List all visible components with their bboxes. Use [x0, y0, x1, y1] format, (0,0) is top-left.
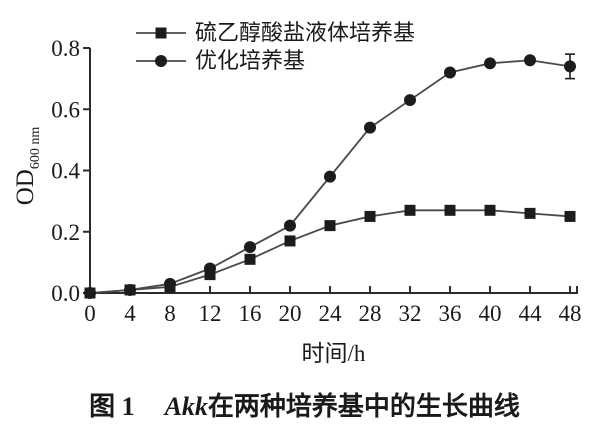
data-point-square	[364, 210, 376, 222]
x-tick-label: 28	[359, 301, 382, 326]
data-point-square	[444, 204, 456, 216]
data-point-circle	[364, 121, 376, 134]
legend: 硫乙醇酸盐液体培养基 优化培养基	[136, 20, 415, 74]
x-tick-label: 48	[559, 301, 582, 326]
x-tick-label: 36	[439, 301, 462, 326]
data-point-circle	[84, 287, 96, 299]
data-point-circle	[484, 57, 496, 70]
y-tick-label: 0.8	[51, 36, 80, 61]
y-tick-label: 0.2	[51, 220, 80, 245]
data-point-square	[564, 210, 576, 222]
data-point-square	[404, 204, 416, 216]
caption-text: 在两种培养基中的生长曲线	[207, 392, 520, 421]
data-point-square	[284, 235, 296, 247]
data-point-circle	[244, 241, 256, 254]
data-point-square	[524, 207, 536, 219]
x-tick-label: 16	[239, 301, 262, 326]
data-point-circle	[324, 170, 336, 183]
y-axis-title-subscript: 600 nm	[28, 126, 43, 170]
data-point-square	[204, 269, 216, 281]
data-point-square	[324, 220, 336, 232]
x-tick-label: 20	[279, 301, 302, 326]
x-tick-label: 0	[84, 301, 96, 326]
data-point-circle	[404, 94, 416, 107]
x-tick-label: 8	[164, 301, 176, 326]
legend-label-optimized: 优化培养基	[195, 48, 306, 73]
data-point-circle	[284, 219, 296, 232]
data-point-circle	[564, 60, 576, 73]
figure-number: 图 1	[89, 392, 135, 421]
data-point-square	[244, 253, 256, 265]
data-point-square	[484, 204, 496, 216]
data-point-circle	[164, 277, 176, 290]
legend-label-thioglycollate: 硫乙醇酸盐液体培养基	[195, 20, 416, 45]
x-tick-label: 32	[399, 301, 422, 326]
y-axis-title: OD600 nm	[12, 96, 44, 236]
circle-marker-icon	[136, 55, 186, 67]
data-point-circle	[124, 283, 136, 296]
y-tick-label: 0.0	[51, 281, 80, 306]
data-point-circle	[524, 54, 536, 67]
x-tick-label: 4	[124, 301, 136, 326]
figure-caption: 图 1 Akk在两种培养基中的生长曲线	[0, 386, 609, 423]
y-tick-label: 0.6	[51, 97, 80, 122]
legend-item-optimized: 优化培养基	[136, 48, 415, 74]
x-axis-title: 时间/h	[301, 341, 366, 366]
caption-organism: Akk	[164, 392, 208, 421]
data-point-circle	[444, 66, 456, 79]
axes	[89, 48, 578, 294]
x-tick-label: 44	[519, 301, 543, 326]
square-marker-icon	[136, 27, 186, 39]
x-tick-label: 12	[199, 301, 222, 326]
data-point-circle	[204, 262, 216, 275]
x-tick-label: 24	[319, 301, 343, 326]
x-tick-label: 40	[479, 301, 502, 326]
y-tick-label: 0.4	[51, 159, 80, 184]
legend-item-thioglycollate: 硫乙醇酸盐液体培养基	[136, 20, 415, 46]
y-axis-title-main: OD	[12, 169, 39, 206]
